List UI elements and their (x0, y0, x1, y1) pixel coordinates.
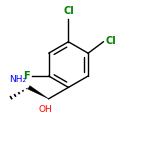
Text: OH: OH (39, 105, 52, 114)
Polygon shape (28, 86, 49, 99)
Text: Cl: Cl (106, 36, 116, 46)
Text: NH₂: NH₂ (9, 75, 26, 84)
Text: F: F (23, 71, 30, 81)
Text: Cl: Cl (63, 6, 74, 16)
